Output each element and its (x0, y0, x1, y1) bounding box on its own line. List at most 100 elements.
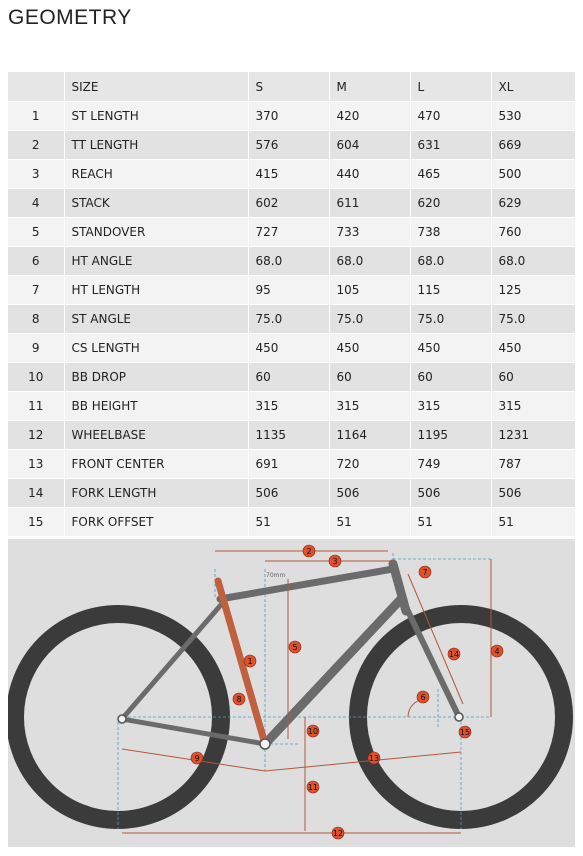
value-l: 1195 (410, 420, 492, 450)
marker-label: 4 (494, 647, 499, 656)
marker-15: 15 (458, 725, 472, 739)
row-label: CS LENGTH (64, 333, 249, 363)
marker-10: 10 (306, 724, 320, 738)
row-number: 9 (8, 333, 65, 363)
row-number: 14 (8, 478, 65, 508)
row-number: 6 (8, 246, 65, 276)
row-number: 10 (8, 362, 65, 392)
row-label: ST ANGLE (64, 304, 249, 334)
front-axle (454, 712, 464, 722)
row-number: 5 (8, 217, 65, 247)
value-xl: 500 (491, 159, 576, 189)
bottom-bracket (259, 738, 271, 750)
row-label: ST LENGTH (64, 101, 249, 131)
row-label: TT LENGTH (64, 130, 249, 160)
value-xl: 68.0 (491, 246, 576, 276)
table-row: 5 STANDOVER 727 733 738 760 (8, 217, 576, 247)
value-l: 115 (410, 275, 492, 305)
value-l: 51 (410, 507, 492, 537)
marker-label: 5 (292, 643, 297, 652)
value-s: 315 (248, 391, 330, 421)
value-m: 506 (329, 478, 411, 508)
header-cell-s: S (248, 72, 330, 102)
rear-axle (117, 714, 127, 724)
bike-frame (117, 559, 464, 750)
value-s: 370 (248, 101, 330, 131)
value-s: 1135 (248, 420, 330, 450)
marker-label: 12 (333, 829, 343, 838)
offset-annotation: 70mm (266, 572, 285, 579)
row-number: 11 (8, 391, 65, 421)
header-cell-l: L (410, 72, 492, 102)
value-xl: 506 (491, 478, 576, 508)
row-label: FRONT CENTER (64, 449, 249, 479)
value-xl: 75.0 (491, 304, 576, 334)
marker-9: 9 (190, 751, 204, 765)
value-l: 450 (410, 333, 492, 363)
value-l: 315 (410, 391, 492, 421)
value-s: 691 (248, 449, 330, 479)
value-l: 738 (410, 217, 492, 247)
value-m: 75.0 (329, 304, 411, 334)
value-l: 631 (410, 130, 492, 160)
marker-label: 1 (247, 657, 252, 666)
bike-geometry-diagram: 70mm 1 2 3 4 5 6 7 8 9 10 11 12 13 14 15 (8, 539, 575, 847)
table-row: 15 FORK OFFSET 51 51 51 51 (8, 507, 576, 537)
marker-6: 6 (416, 690, 430, 704)
table-row: 8 ST ANGLE 75.0 75.0 75.0 75.0 (8, 304, 576, 334)
value-m: 60 (329, 362, 411, 392)
row-label: STACK (64, 188, 249, 218)
table-row: 6 HT ANGLE 68.0 68.0 68.0 68.0 (8, 246, 576, 276)
value-xl: 125 (491, 275, 576, 305)
value-s: 576 (248, 130, 330, 160)
row-number: 8 (8, 304, 65, 334)
header-cell-size: SIZE (64, 72, 249, 102)
value-l: 470 (410, 101, 492, 131)
seatstay (119, 596, 229, 722)
row-number: 15 (8, 507, 65, 537)
table-row: 13 FRONT CENTER 691 720 749 787 (8, 449, 576, 479)
row-label: BB HEIGHT (64, 391, 249, 421)
header-cell-m: M (329, 72, 411, 102)
value-xl: 629 (491, 188, 576, 218)
row-label: FORK OFFSET (64, 507, 249, 537)
value-m: 51 (329, 507, 411, 537)
row-number: 7 (8, 275, 65, 305)
dimension-lines (121, 550, 492, 834)
value-xl: 669 (491, 130, 576, 160)
value-s: 415 (248, 159, 330, 189)
value-m: 733 (329, 217, 411, 247)
marker-label: 8 (236, 695, 241, 704)
down-tube (260, 594, 406, 749)
marker-13: 13 (367, 751, 381, 765)
row-label: REACH (64, 159, 249, 189)
row-number: 1 (8, 101, 65, 131)
seat-tube (214, 577, 269, 748)
marker-3: 3 (328, 554, 342, 568)
row-label: HT ANGLE (64, 246, 249, 276)
marker-11: 11 (306, 780, 320, 794)
value-xl: 760 (491, 217, 576, 247)
marker-2: 2 (302, 544, 316, 558)
table-row: 2 TT LENGTH 576 604 631 669 (8, 130, 576, 160)
row-number: 12 (8, 420, 65, 450)
marker-4: 4 (490, 644, 504, 658)
row-number: 2 (8, 130, 65, 160)
marker-14: 14 (447, 647, 461, 661)
table-row: 14 FORK LENGTH 506 506 506 506 (8, 478, 576, 508)
value-l: 60 (410, 362, 492, 392)
value-m: 450 (329, 333, 411, 363)
row-label: HT LENGTH (64, 275, 249, 305)
value-m: 440 (329, 159, 411, 189)
value-m: 1164 (329, 420, 411, 450)
value-s: 727 (248, 217, 330, 247)
marker-label: 3 (332, 557, 337, 566)
top-tube (216, 565, 397, 603)
marker-label: 14 (449, 650, 459, 659)
geometry-table: SIZE S M L XL 1 ST LENGTH 370 420 470 530 2 TT … (8, 72, 576, 537)
marker-label: 10 (308, 727, 318, 736)
value-s: 68.0 (248, 246, 330, 276)
table-row: 3 REACH 415 440 465 500 (8, 159, 576, 189)
